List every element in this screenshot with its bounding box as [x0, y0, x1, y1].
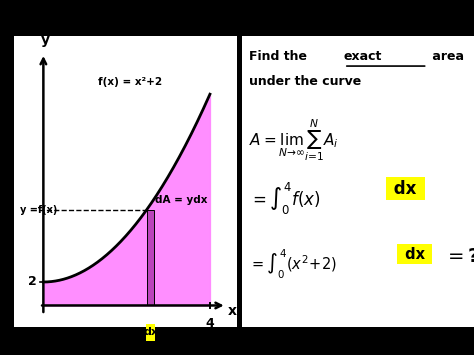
Text: dx: dx: [143, 327, 158, 338]
Text: 4: 4: [206, 317, 214, 330]
Bar: [146, 324, 155, 341]
Text: f(x) = x²+2: f(x) = x²+2: [98, 77, 162, 87]
Text: dx: dx: [400, 246, 430, 262]
Text: y: y: [41, 33, 50, 47]
Text: $= \int_0^4 f(x)$: $= \int_0^4 f(x)$: [249, 181, 320, 217]
Text: x: x: [228, 304, 237, 318]
Bar: [146, 210, 154, 305]
Text: $= \int_0^4 (x^2\!+\!2)$: $= \int_0^4 (x^2\!+\!2)$: [249, 248, 337, 282]
Text: dx: dx: [388, 180, 422, 198]
Text: Find the: Find the: [249, 50, 311, 63]
Text: y =f(x): y =f(x): [20, 205, 58, 215]
Text: 2: 2: [28, 275, 37, 289]
Text: under the curve: under the curve: [249, 75, 361, 88]
Text: area: area: [428, 50, 464, 63]
Text: dA = ydx: dA = ydx: [155, 195, 208, 205]
Text: $A = \lim_{N \to \infty} \sum_{i=1}^{N} A_i$: $A = \lim_{N \to \infty} \sum_{i=1}^{N} …: [249, 117, 338, 163]
Text: $= \mathbf{?}$: $= \mathbf{?}$: [444, 246, 474, 266]
Text: Example of the Concept of Integration 3: Example of the Concept of Integration 3: [80, 9, 394, 23]
Text: exact: exact: [344, 50, 383, 63]
